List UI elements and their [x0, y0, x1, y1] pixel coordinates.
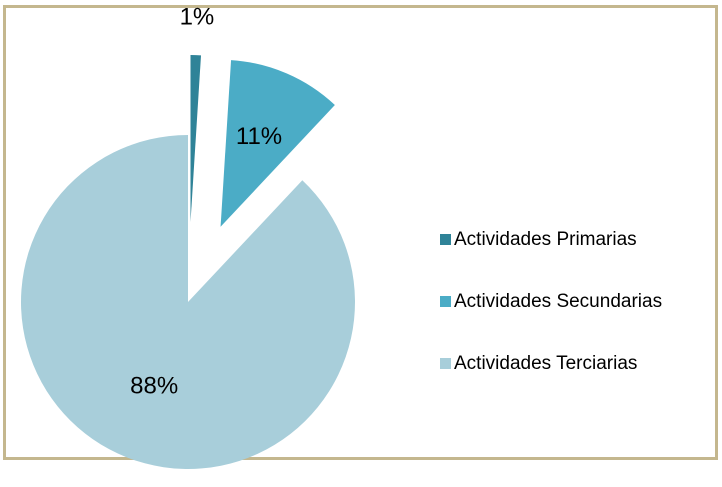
pie-slice: [220, 60, 335, 227]
data-label: 1%: [180, 3, 215, 30]
legend-swatch: [440, 234, 451, 245]
pie-slice: [190, 55, 201, 223]
legend-label: Actividades Primarias: [454, 229, 637, 250]
legend-swatch: [440, 296, 451, 307]
data-label: 88%: [130, 373, 178, 400]
legend-label: Actividades Secundarias: [454, 291, 662, 312]
legend-swatch: [440, 358, 451, 369]
pie-slice: [21, 135, 356, 469]
legend-label: Actividades Terciarias: [454, 353, 637, 374]
data-label: 11%: [236, 123, 282, 150]
